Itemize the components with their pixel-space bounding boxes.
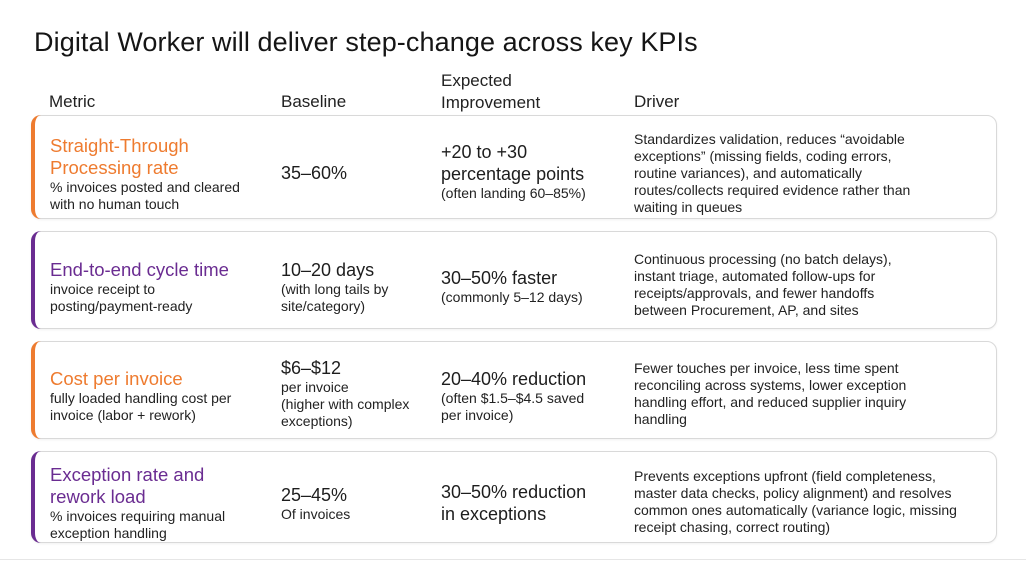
metric-title: Straight-Through Processing rate: [50, 135, 189, 178]
row-accent-bar: [31, 451, 41, 543]
metric-title: Cost per invoice: [50, 368, 183, 389]
metric-description: % invoices requiring manual exception ha…: [50, 508, 226, 541]
baseline-note: (with long tails by site/category): [281, 281, 389, 314]
metric-description: % invoices posted and cleared with no hu…: [50, 179, 240, 212]
improvement-note: (often landing 60–85%): [441, 185, 586, 201]
improvement-value: 30–50% reduction in exceptions: [441, 482, 587, 524]
improvement-note: (often $1.5–$4.5 saved per invoice): [441, 390, 585, 423]
header-baseline: Baseline: [281, 92, 347, 111]
driver-text: Standardizes validation, reduces “avoida…: [634, 131, 911, 215]
baseline-note: per invoice (higher with complex excepti…: [281, 379, 410, 429]
kpi-row-cycle-time: End-to-end cycle time invoice receipt to…: [31, 231, 997, 329]
metric-description: invoice receipt to posting/payment-ready: [50, 281, 193, 314]
baseline-value: 35–60%: [281, 163, 348, 183]
baseline-note: Of invoices: [281, 506, 351, 522]
row-accent-bar: [31, 231, 41, 329]
header-expected-improvement: Expected Improvement: [441, 71, 541, 112]
row-accent-bar: [31, 341, 41, 439]
kpi-row-exception-rate: Exception rate and rework load % invoice…: [31, 451, 997, 543]
driver-text: Continuous processing (no batch delays),…: [634, 251, 892, 318]
driver-text: Prevents exceptions upfront (field compl…: [634, 468, 957, 535]
improvement-value: 20–40% reduction: [441, 369, 587, 389]
metric-title: Exception rate and rework load: [50, 464, 205, 507]
page-title: Digital Worker will deliver step-change …: [34, 27, 698, 57]
kpi-row-stp: Straight-Through Processing rate % invoi…: [31, 115, 997, 219]
row-accent-bar: [31, 115, 41, 219]
header-driver: Driver: [634, 92, 680, 111]
metric-title: End-to-end cycle time: [50, 259, 229, 280]
improvement-value: 30–50% faster: [441, 268, 558, 288]
driver-text: Fewer touches per invoice, less time spe…: [634, 360, 907, 427]
improvement-value: +20 to +30 percentage points: [441, 142, 585, 184]
baseline-value: $6–$12: [281, 358, 342, 378]
baseline-value: 25–45%: [281, 485, 348, 505]
kpi-row-cost-per-invoice: Cost per invoice fully loaded handling c…: [31, 341, 997, 439]
improvement-note: (commonly 5–12 days): [441, 289, 583, 305]
metric-description: fully loaded handling cost per invoice (…: [50, 390, 232, 423]
baseline-value: 10–20 days: [281, 260, 375, 280]
bottom-divider: [0, 559, 1026, 560]
header-metric: Metric: [49, 92, 96, 111]
